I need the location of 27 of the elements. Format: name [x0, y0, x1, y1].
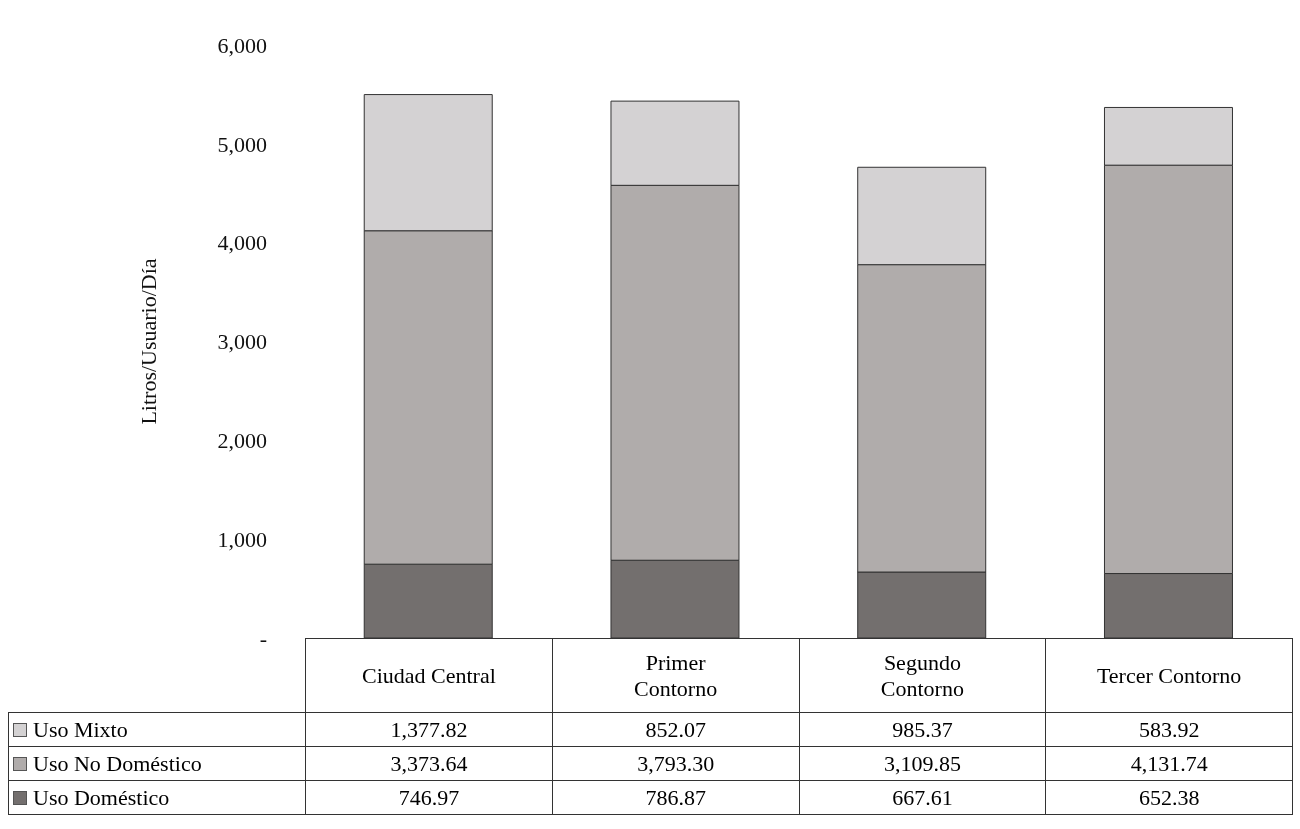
data-label: 652.38 — [1045, 780, 1293, 815]
y-tick-label: 1,000 — [217, 526, 267, 552]
data-label: 3,373.64 — [305, 746, 553, 781]
y-tick-label: - — [259, 625, 267, 651]
y-tick-label: 2,000 — [217, 428, 267, 454]
legend-label: Uso No Doméstico — [33, 750, 202, 776]
x-tick-label: Ciudad Central — [305, 638, 553, 713]
data-label: 1,377.82 — [305, 712, 553, 747]
y-tick-label: 3,000 — [217, 329, 267, 355]
legend-label: Uso Doméstico — [33, 784, 170, 810]
data-label: 583.92 — [1045, 712, 1293, 747]
y-tick-label: 6,000 — [217, 32, 267, 58]
y-axis-title: Litros/Usuario/Día — [135, 258, 161, 425]
y-tick-label: 4,000 — [217, 230, 267, 256]
data-label: 786.87 — [552, 780, 799, 815]
y-tick-label: 5,000 — [217, 131, 267, 157]
x-tick-label: Primer Contorno — [552, 638, 799, 713]
x-tick-label: Tercer Contorno — [1045, 638, 1293, 713]
data-label: 852.07 — [552, 712, 799, 747]
data-label: 985.37 — [799, 712, 1046, 747]
data-label: 746.97 — [305, 780, 553, 815]
data-label: 3,793.30 — [552, 746, 799, 781]
data-label: 3,109.85 — [799, 746, 1046, 781]
data-label: 667.61 — [799, 780, 1046, 815]
data-label: 4,131.74 — [1045, 746, 1293, 781]
legend-label: Uso Mixto — [33, 716, 128, 742]
x-tick-label: Segundo Contorno — [799, 638, 1046, 713]
